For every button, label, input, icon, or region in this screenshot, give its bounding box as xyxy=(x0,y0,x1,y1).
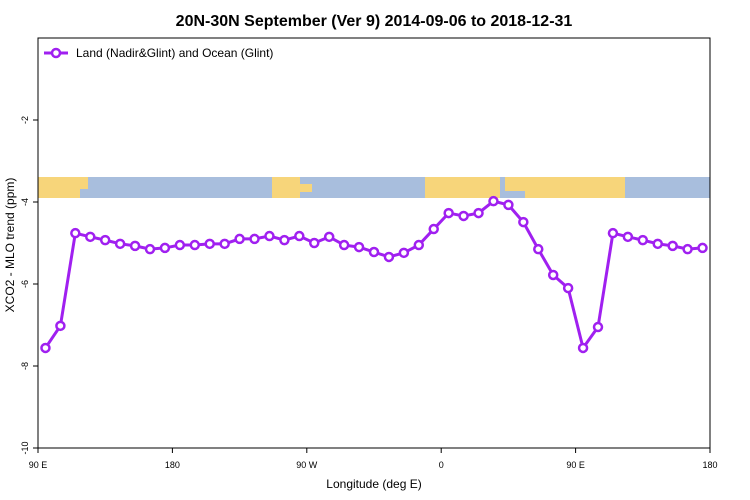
x-tick-label: 180 xyxy=(702,460,717,470)
data-point xyxy=(488,195,499,207)
data-point xyxy=(309,237,320,249)
data-point xyxy=(547,269,559,281)
data-point xyxy=(577,342,589,354)
series-line xyxy=(44,199,703,352)
data-point xyxy=(99,234,111,246)
data-point xyxy=(652,238,663,250)
x-tick-label: 180 xyxy=(165,460,180,470)
data-point xyxy=(70,227,81,239)
data-point xyxy=(682,243,693,255)
data-point xyxy=(622,231,634,243)
x-tick-label: 90 E xyxy=(566,460,585,470)
data-point xyxy=(383,251,395,263)
legend-label: Land (Nadir&Glint) and Ocean (Glint) xyxy=(76,46,273,60)
y-tick-label: -8 xyxy=(20,362,30,370)
data-point xyxy=(667,240,678,252)
x-tick-label: 90 E xyxy=(29,460,48,470)
data-point xyxy=(279,234,290,246)
x-tick-label: 90 W xyxy=(296,460,318,470)
data-point xyxy=(562,282,574,294)
data-point xyxy=(518,216,529,228)
data-point xyxy=(159,242,171,254)
y-axis-label: XCO2 - MLO trend (ppm) xyxy=(3,178,17,313)
data-point xyxy=(144,243,156,255)
data-point xyxy=(174,239,186,251)
data-point xyxy=(353,241,365,253)
data-point xyxy=(249,233,260,245)
data-point xyxy=(114,238,126,250)
data-point xyxy=(234,233,245,245)
data-point xyxy=(458,210,469,222)
data-point xyxy=(368,246,380,258)
map-strip xyxy=(38,177,710,198)
y-tick-label: -4 xyxy=(20,198,30,206)
data-point xyxy=(40,342,51,354)
x-axis-label: Longitude (deg E) xyxy=(326,477,421,491)
data-point xyxy=(592,321,604,333)
data-point xyxy=(323,231,335,243)
data-point xyxy=(607,227,619,239)
data-point xyxy=(85,231,96,243)
data-point xyxy=(443,207,454,219)
data-point xyxy=(428,223,439,235)
data-point xyxy=(129,240,141,252)
data-point xyxy=(264,230,275,242)
data-point xyxy=(413,239,425,251)
data-point xyxy=(189,239,201,251)
data-point xyxy=(204,238,215,250)
data-point xyxy=(294,230,305,242)
data-point xyxy=(338,239,350,251)
data-point xyxy=(473,207,484,219)
legend-marker xyxy=(50,47,62,59)
x-tick-label: 0 xyxy=(439,460,444,470)
data-point xyxy=(503,199,514,211)
data-point xyxy=(398,247,410,259)
data-point xyxy=(55,320,66,332)
y-tick-label: -2 xyxy=(20,116,30,124)
data-point xyxy=(533,243,544,255)
data-point xyxy=(219,238,230,250)
data-point xyxy=(697,242,708,254)
plot-frame xyxy=(37,37,711,449)
data-point xyxy=(637,234,649,246)
y-tick-label: -6 xyxy=(20,280,30,288)
y-tick-label: -10 xyxy=(20,441,30,454)
chart-title: 20N-30N September (Ver 9) 2014-09-06 to … xyxy=(176,13,573,30)
